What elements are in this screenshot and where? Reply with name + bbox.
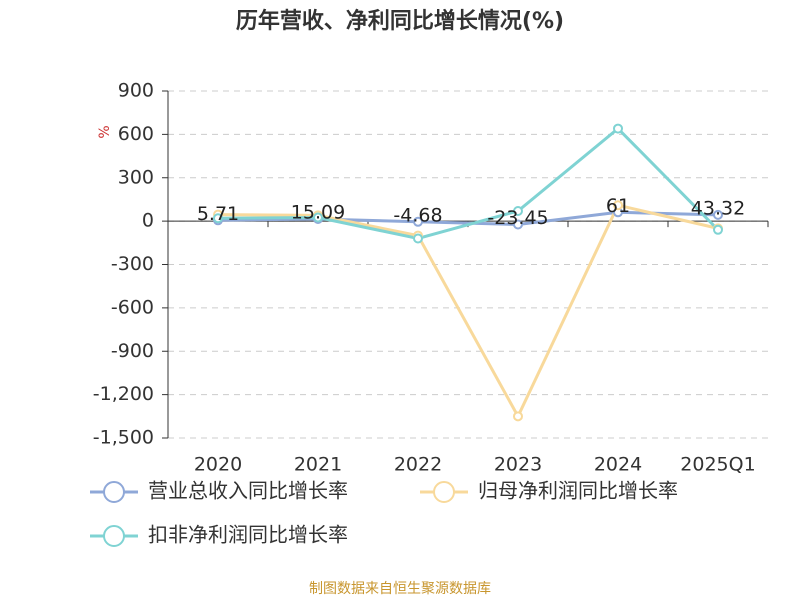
data-point	[313, 212, 323, 223]
data-point	[713, 224, 723, 235]
legend-label: 营业总收入同比增长率	[148, 479, 348, 503]
y-tick-label: -600	[111, 296, 154, 318]
y-tick-label: 300	[118, 166, 154, 188]
y-tick-label: -1,500	[93, 427, 154, 449]
data-point	[213, 213, 223, 224]
x-tick-label: 2022	[394, 454, 442, 476]
series-line	[217, 126, 720, 241]
series-line	[217, 203, 719, 420]
x-tick-label: 2023	[494, 454, 542, 476]
x-tick-label: 2021	[294, 454, 342, 476]
data-point	[513, 411, 523, 422]
data-point	[613, 123, 623, 134]
y-axis-label: %	[97, 125, 113, 138]
source-note: 制图数据来自恒生聚源数据库	[309, 581, 491, 597]
data-point	[513, 219, 523, 230]
y-tick-label: -300	[111, 253, 154, 275]
legend-label: 扣非净利润同比增长率	[148, 523, 348, 547]
series-line	[217, 210, 719, 227]
legend-marker	[433, 481, 455, 503]
chart-title: 历年营收、净利同比增长情况(%)	[236, 8, 564, 34]
data-point	[713, 209, 723, 220]
y-tick-label: -1,200	[93, 383, 154, 405]
data-label: 43.32	[691, 197, 745, 219]
data-point	[413, 216, 423, 227]
y-tick-label: 600	[118, 123, 154, 145]
y-tick-label: 900	[118, 80, 154, 102]
data-label: 5.71	[197, 203, 239, 225]
data-point	[413, 233, 423, 244]
data-point	[613, 200, 623, 211]
x-tick-label: 2024	[594, 454, 642, 476]
data-label: 61	[606, 195, 630, 217]
data-label: -23.45	[487, 207, 548, 229]
legend-marker	[103, 525, 125, 547]
data-point	[513, 206, 523, 217]
data-label: 15.09	[291, 201, 345, 223]
legend-label: 归母净利润同比增长率	[478, 479, 678, 503]
legend-marker	[103, 481, 125, 503]
data-label: -4.68	[393, 204, 442, 226]
y-tick-label: -900	[111, 340, 154, 362]
x-tick-label: 2025Q1	[680, 454, 755, 476]
y-tick-label: 0	[142, 210, 154, 232]
x-tick-label: 2020	[194, 454, 242, 476]
